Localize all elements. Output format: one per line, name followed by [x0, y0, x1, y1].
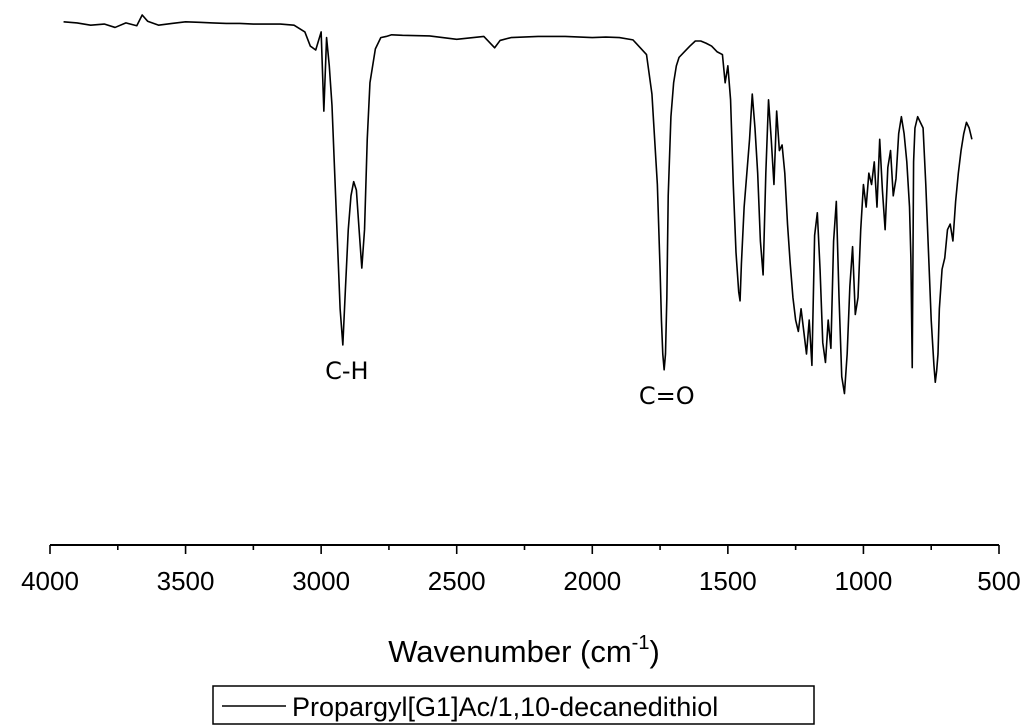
peak-annotation: C=O — [639, 382, 695, 410]
legend-box — [212, 685, 815, 725]
legend: Propargyl[G1]Ac/1,10-decanedithiol — [212, 685, 815, 725]
legend-label-series: Propargyl[G1]Ac/1,10-decanedithiol — [292, 692, 718, 722]
x-tick-label: 4000 — [21, 566, 79, 596]
x-tick-label: 500 — [977, 566, 1020, 596]
peak-annotation: C-H — [325, 357, 368, 385]
x-tick-label: 1500 — [699, 566, 757, 596]
x-tick-labels: 4000 3500 3000 2500 2000 1500 1000 500 — [21, 566, 1021, 596]
plot-area — [63, 14, 973, 395]
x-tick-label: 3000 — [292, 566, 350, 596]
x-ticks — [49, 545, 1000, 554]
x-tick-label: 1000 — [835, 566, 893, 596]
series-line — [63, 14, 973, 395]
x-tick-label: 2000 — [563, 566, 621, 596]
x-tick-label: 2500 — [428, 566, 486, 596]
x-axis: 4000 3500 3000 2500 2000 1500 1000 500 Wavenumb… — [21, 544, 1021, 669]
x-axis-title: Wavenumber (cm-1) — [388, 632, 660, 669]
annotations: C-H C=O — [325, 357, 695, 410]
x-tick-label: 3500 — [157, 566, 215, 596]
